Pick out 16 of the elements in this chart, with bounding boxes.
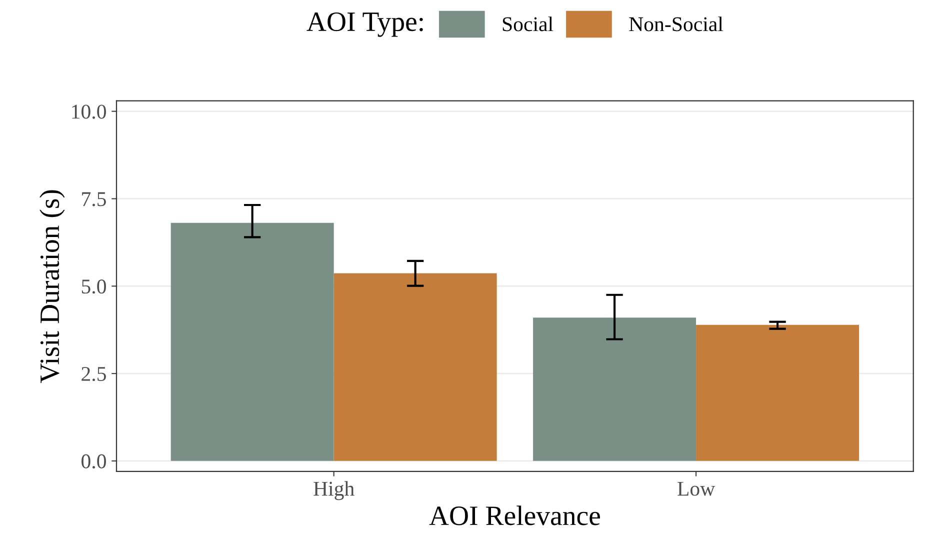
x-tick-label: Low xyxy=(678,482,716,496)
legend-label: Non-Social xyxy=(629,16,724,32)
bar xyxy=(533,318,696,461)
bar xyxy=(696,324,860,461)
bar xyxy=(334,273,497,461)
y-tick-label: 7.5 xyxy=(82,192,106,206)
y-tick-label: 2.5 xyxy=(82,366,106,382)
y-axis-title: Visit Duration (s) xyxy=(40,190,65,383)
y-tick-label: 10.0 xyxy=(72,104,106,119)
bar xyxy=(170,222,334,461)
legend-label: Social xyxy=(502,16,554,32)
y-tick-label: 5.0 xyxy=(82,280,106,294)
x-tick-label: High xyxy=(314,481,354,500)
y-tick-label: 0.0 xyxy=(82,454,106,468)
x-axis-title: AOI Relevance xyxy=(429,506,600,526)
legend-title: AOI Type: xyxy=(306,12,423,37)
